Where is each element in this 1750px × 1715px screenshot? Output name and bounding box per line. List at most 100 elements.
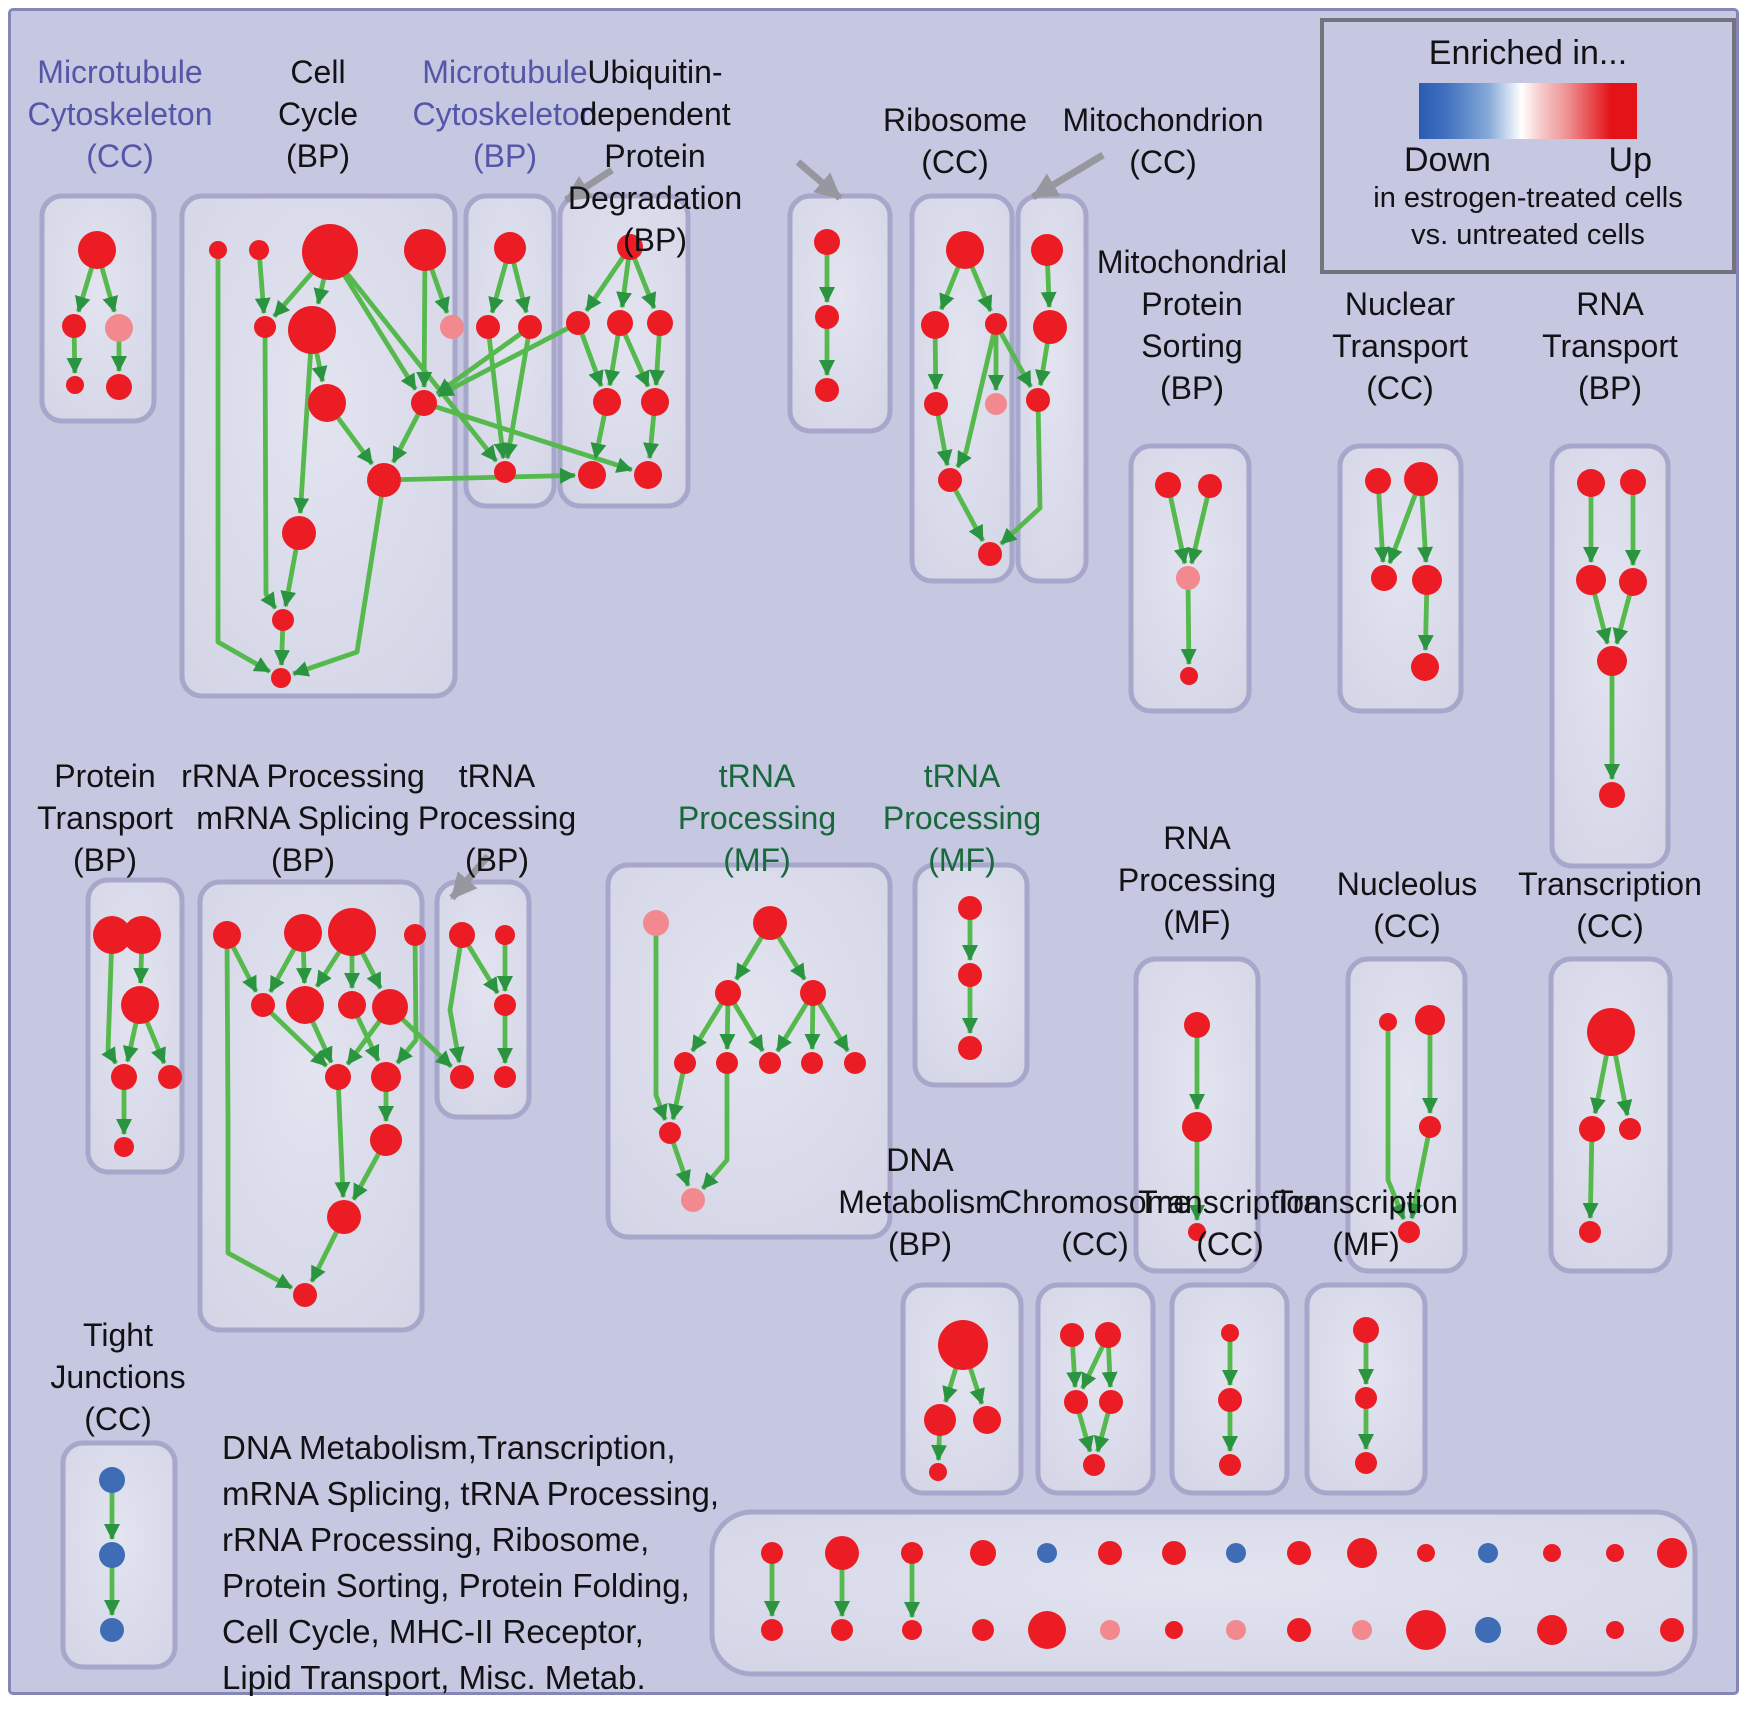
category-label-tight-junctions: Tight Junctions (CC): [50, 1317, 186, 1437]
category-label-trna-processing-mf-1: tRNA Processing (MF): [677, 758, 837, 878]
go-term-node-u3: [973, 1406, 1001, 1434]
edge-n3-n4: [1406, 1126, 1433, 1220]
go-term-node-bb3: [902, 1620, 922, 1640]
go-term-node-n1: [1379, 1013, 1397, 1031]
edge-r9-r12: [334, 1076, 351, 1199]
go-term-node-q8: [801, 1052, 823, 1074]
category-label-ribosome: Ribosome (CC): [882, 102, 1028, 180]
go-term-node-e2: [815, 305, 839, 329]
go-term-node-q7: [759, 1052, 781, 1074]
edge-b10-d7: [383, 467, 577, 484]
edge-h3-h4: [1180, 577, 1197, 666]
go-term-node-k5a: [958, 896, 982, 920]
go-term-node-b13: [271, 668, 291, 688]
go-term-node-z1: [99, 1467, 125, 1493]
go-term-node-b11: [282, 516, 316, 550]
go-term-node-u2: [924, 1404, 956, 1436]
edge-i1-i3: [1374, 480, 1391, 564]
go-term-node-bt14: [1606, 1544, 1624, 1562]
go-term-node-q2: [753, 906, 787, 940]
go-term-node-f5: [985, 393, 1007, 415]
go-term-node-n4: [1398, 1221, 1420, 1243]
category-box-dna-metabolism-box: [900, 1282, 1024, 1496]
go-term-node-bb14: [1606, 1621, 1624, 1639]
go-term-node-q9: [844, 1052, 866, 1074]
label-pointer-arrow: [1031, 151, 1105, 201]
edge-b2-b5: [254, 249, 271, 315]
edge-x2-x4: [1582, 1128, 1599, 1220]
go-term-node-q6: [716, 1052, 738, 1074]
go-term-node-bt6: [1098, 1541, 1122, 1565]
go-term-node-m3: [1188, 1223, 1206, 1241]
category-box-ubiquitin-box-2: [787, 193, 893, 434]
go-term-node-d4: [647, 310, 673, 336]
category-label-trna-processing-bp: tRNA Processing (BP): [417, 758, 577, 878]
go-term-node-v3: [1064, 1390, 1088, 1414]
go-term-node-d5: [593, 388, 621, 416]
go-term-node-a3: [105, 314, 133, 342]
category-label-mitochondrial-protein-sorting: Mitochondrial Protein Sorting (BP): [1096, 244, 1288, 406]
go-term-node-k5c: [958, 1036, 982, 1060]
edge-h2-h3: [1187, 485, 1213, 565]
go-term-node-bt1: [761, 1542, 783, 1564]
go-term-node-b1: [209, 241, 227, 259]
go-term-node-e3: [815, 378, 839, 402]
category-box-mixed-misc-box: [709, 1509, 1698, 1677]
go-term-node-f7: [978, 542, 1002, 566]
go-term-node-v2: [1095, 1322, 1121, 1348]
go-term-node-bt10: [1347, 1538, 1377, 1568]
go-term-node-p5: [114, 1137, 134, 1157]
go-term-node-i4: [1412, 565, 1442, 595]
go-term-node-p2: [123, 916, 161, 954]
go-term-node-h1: [1155, 472, 1181, 498]
go-term-node-c1: [494, 232, 526, 264]
go-term-node-z2: [99, 1542, 125, 1568]
go-term-node-bb10: [1352, 1620, 1372, 1640]
category-box-nuclear-transport-box: [1337, 443, 1464, 714]
go-term-node-f2: [921, 311, 949, 339]
go-term-node-b8: [308, 384, 346, 422]
edge-b3-c4: [328, 250, 499, 463]
edge-b4-b9: [416, 249, 433, 389]
go-term-node-m2: [1182, 1112, 1212, 1142]
go-term-node-y1: [1353, 1317, 1379, 1343]
go-term-node-b9: [411, 390, 437, 416]
go-term-node-w2: [1218, 1388, 1242, 1412]
go-term-node-g3: [1026, 388, 1050, 412]
edge-n1-n4: [1385, 1022, 1406, 1220]
category-label-ubiquitin-degradation: Ubiquitin- dependent Protein Degradation…: [567, 54, 743, 258]
go-term-node-r9: [325, 1064, 351, 1090]
go-term-node-bb12: [1475, 1617, 1501, 1643]
category-box-nucleolus-box: [1345, 956, 1468, 1274]
edge-t1-t4: [447, 934, 465, 1064]
go-term-node-h3: [1176, 566, 1200, 590]
go-term-node-bt12: [1478, 1543, 1498, 1563]
go-term-node-i1: [1365, 468, 1391, 494]
go-term-node-p4: [111, 1064, 137, 1090]
category-label-rrna-mrna: rRNA Processing mRNA Splicing (BP): [181, 758, 425, 878]
go-term-node-j3: [1576, 565, 1606, 595]
go-term-node-a1: [78, 231, 116, 269]
go-term-node-e1: [814, 229, 840, 255]
category-label-microtubule-bp: Microtubule Cytoskeleton (BP): [412, 54, 598, 174]
legend-up-label: Up: [1608, 141, 1652, 179]
category-box-microtubule-bp-box: [463, 193, 557, 509]
go-term-node-bt4: [970, 1540, 996, 1566]
go-term-node-bt7: [1162, 1541, 1186, 1565]
go-term-node-bt11: [1417, 1544, 1435, 1562]
go-term-node-i2: [1404, 462, 1438, 496]
go-term-node-bt5: [1037, 1543, 1057, 1563]
go-term-node-bb4: [972, 1619, 994, 1641]
category-box-rrna-mrna-box: [197, 879, 425, 1333]
category-box-microtubule-cc-box: [39, 193, 157, 424]
category-label-transcription-cc-row2: Transcription (CC): [1518, 866, 1702, 944]
category-label-nuclear-transport: Nuclear Transport (CC): [1332, 286, 1468, 406]
go-term-node-r10: [371, 1062, 401, 1092]
go-term-node-bb7: [1165, 1621, 1183, 1639]
go-term-node-bt15: [1657, 1538, 1687, 1568]
go-term-node-j1: [1577, 469, 1605, 497]
go-term-node-bb1: [761, 1619, 783, 1641]
go-term-node-r3: [328, 908, 376, 956]
go-term-node-j5: [1597, 646, 1627, 676]
go-term-node-t5: [494, 1066, 516, 1088]
